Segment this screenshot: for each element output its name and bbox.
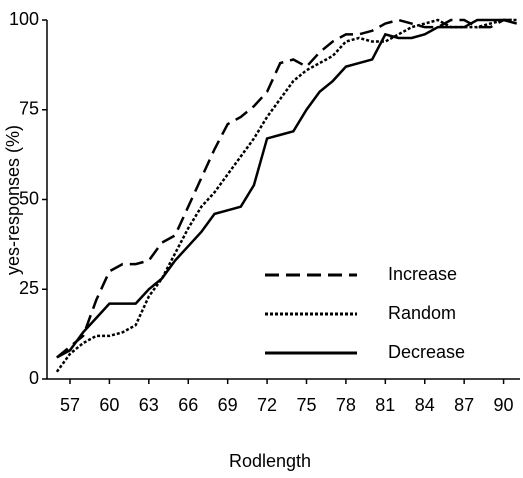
series-line (56, 18, 518, 359)
legend-label: Random (388, 303, 456, 323)
x-tick-label: 87 (454, 395, 474, 415)
x-tick-label: 69 (218, 395, 238, 415)
x-tick-label: 63 (139, 395, 159, 415)
y-tick-label: 0 (29, 368, 39, 388)
legend-label: Increase (388, 264, 457, 284)
x-tick-label: 72 (257, 395, 277, 415)
y-tick-label: 100 (9, 9, 39, 29)
x-tick-label: 75 (296, 395, 316, 415)
legend-label: Decrease (388, 342, 465, 362)
y-tick-label: 25 (19, 278, 39, 298)
y-tick-label: 75 (19, 99, 39, 119)
x-tick-label: 84 (415, 395, 435, 415)
series-line (55, 18, 517, 373)
x-tick-label: 57 (60, 395, 80, 415)
y-tick-label: 50 (19, 188, 39, 208)
x-tick-label: 90 (494, 395, 514, 415)
x-tick-label: 66 (178, 395, 198, 415)
x-tick-label: 78 (336, 395, 356, 415)
y-axis-label: yes-responses (%) (3, 125, 23, 275)
x-tick-label: 60 (99, 395, 119, 415)
x-tick-label: 81 (375, 395, 395, 415)
x-axis-label: Rodlength (229, 451, 311, 471)
